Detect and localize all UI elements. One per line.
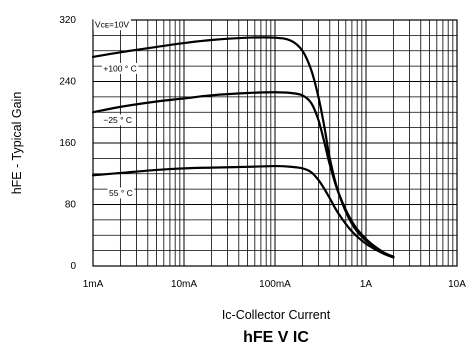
annotation-background [107,187,135,199]
annotation-text: Vᴄᴇ=10V [95,20,130,30]
chart-series [91,36,395,259]
series-line-1 [91,36,395,258]
curve-annotation: Vᴄᴇ=10V [93,19,131,31]
chart-grid [92,20,457,266]
series-line-2 [91,91,395,258]
y-tick-label: 0 [70,261,76,272]
curve-annotations: Vᴄᴇ=10V +100 ° C −25 ° C 55 ° C [93,19,139,199]
y-tick-label: 160 [59,138,76,149]
tick-labels: 1mA 10mA 100mA 1A 10A 0 80 160 240 320 [59,15,466,290]
y-tick-label: 240 [59,77,76,88]
y-tick-label: 80 [65,200,77,211]
annotation-background [93,19,131,31]
y-axis-label: hFE - Typical Gain [10,92,24,195]
curve-annotation: 55 ° C [107,187,135,199]
curve-annotation: +100 ° C [101,62,139,74]
x-tick-label: 10A [448,279,466,290]
annotation-background [101,62,139,74]
annotation-background [101,114,134,126]
chart-title: hFE V IC [243,329,309,346]
x-tick-label: 10mA [171,279,197,290]
curve-annotation: −25 ° C [101,114,134,126]
x-tick-label: 1mA [83,279,104,290]
annotation-text: 55 ° C [109,188,133,198]
plot-border [92,19,458,267]
annotation-text: −25 ° C [103,115,132,125]
x-axis-label: Ic-Collector Current [222,308,331,322]
series-line-3 [91,164,395,259]
plot-frame [92,19,458,267]
x-tick-label: 100mA [259,279,291,290]
x-tick-label: 1A [360,279,373,290]
annotation-text: +100 ° C [103,63,136,73]
y-tick-label: 320 [59,15,76,26]
